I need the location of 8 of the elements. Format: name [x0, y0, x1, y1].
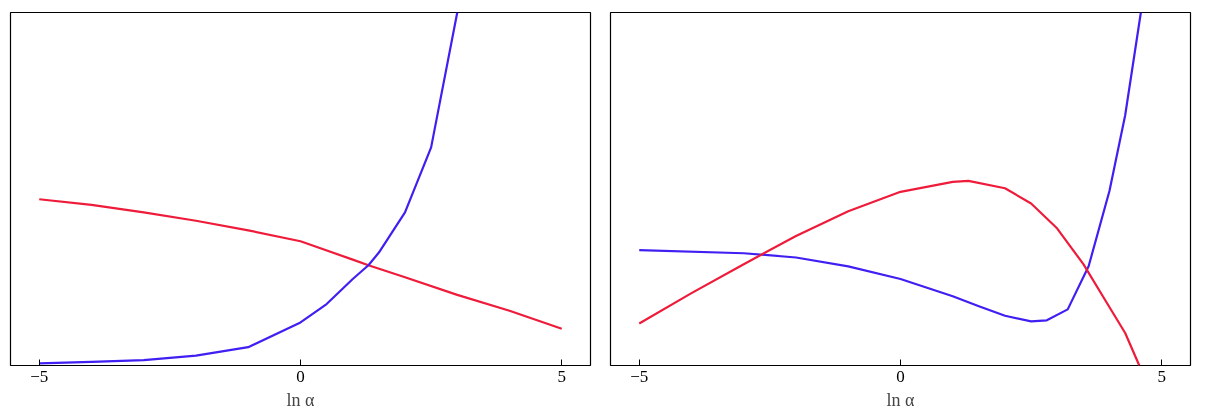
x-tick-label: −5 [30, 366, 49, 386]
x-tick-label: 0 [296, 366, 305, 386]
x-tick-label: 0 [896, 366, 905, 386]
x-axis-title: ln α [886, 389, 916, 410]
x-tick-label: 5 [1157, 366, 1167, 386]
x-tick-label: −5 [630, 366, 649, 386]
x-tick-label: 5 [557, 366, 567, 386]
x-axis-title: ln α [286, 389, 316, 410]
